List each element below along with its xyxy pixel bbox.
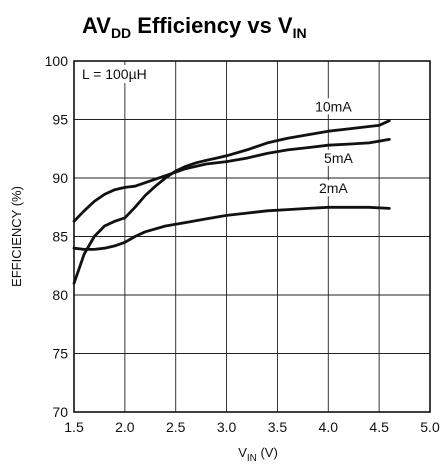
series-label-bg	[316, 180, 351, 197]
x-axis-label: VIN (V)	[238, 445, 278, 464]
x-tick-label: 1.5	[64, 419, 84, 435]
x-axis-ticks: 1.5 2.0 2.5 3.0 3.5 4.0 4.5 5.0	[64, 419, 440, 435]
series-label-bg	[313, 98, 355, 115]
y-tick-label: 75	[52, 346, 68, 362]
series-label-5mA: 5mA	[324, 150, 353, 166]
series-labels: 10mA 5mA 2mA	[313, 98, 356, 197]
chart-title: AVDD Efficiency vs VIN	[82, 13, 307, 41]
y-tick-label: 80	[52, 287, 68, 303]
series-lines	[72, 119, 391, 285]
plot-frame	[73, 60, 431, 413]
series-line-5mA	[72, 137, 391, 223]
x-tick-label: 5.0	[420, 419, 440, 435]
x-tick-label: 2.0	[115, 419, 135, 435]
series-label-10mA: 10mA	[315, 98, 352, 114]
series-line-2mA	[72, 205, 391, 251]
x-tick-label: 4.5	[369, 419, 389, 435]
inductor-annotation-box: L = 100µH	[79, 65, 150, 83]
text-segment: Efficiency vs V	[131, 13, 293, 38]
subscript-text: IN	[293, 25, 307, 41]
series-label-2mA: 2mA	[319, 180, 348, 196]
subscript-text: DD	[111, 25, 131, 41]
text-segment: V	[238, 445, 247, 460]
y-tick-label: 95	[52, 112, 68, 128]
series-label-bg	[322, 149, 356, 166]
text-segment: (V)	[257, 445, 278, 460]
x-tick-label: 2.5	[166, 419, 186, 435]
y-tick-label: 90	[52, 170, 68, 186]
x-tick-label: 3.5	[268, 419, 288, 435]
inductor-annotation: L = 100µH	[82, 66, 147, 82]
y-tick-label: 100	[45, 53, 69, 69]
y-tick-label: 70	[52, 404, 68, 420]
series-line-10mA	[72, 119, 391, 285]
y-axis-ticks: 70 75 80 85 90 95 100	[45, 53, 69, 420]
y-tick-label: 85	[52, 229, 68, 245]
chart-grid	[74, 61, 430, 412]
x-tick-label: 4.0	[319, 419, 339, 435]
x-tick-label: 3.0	[217, 419, 237, 435]
text-segment: AV	[82, 13, 111, 38]
subscript-text: IN	[247, 453, 257, 464]
y-axis-label: EFFICIENCY (%)	[9, 186, 24, 287]
